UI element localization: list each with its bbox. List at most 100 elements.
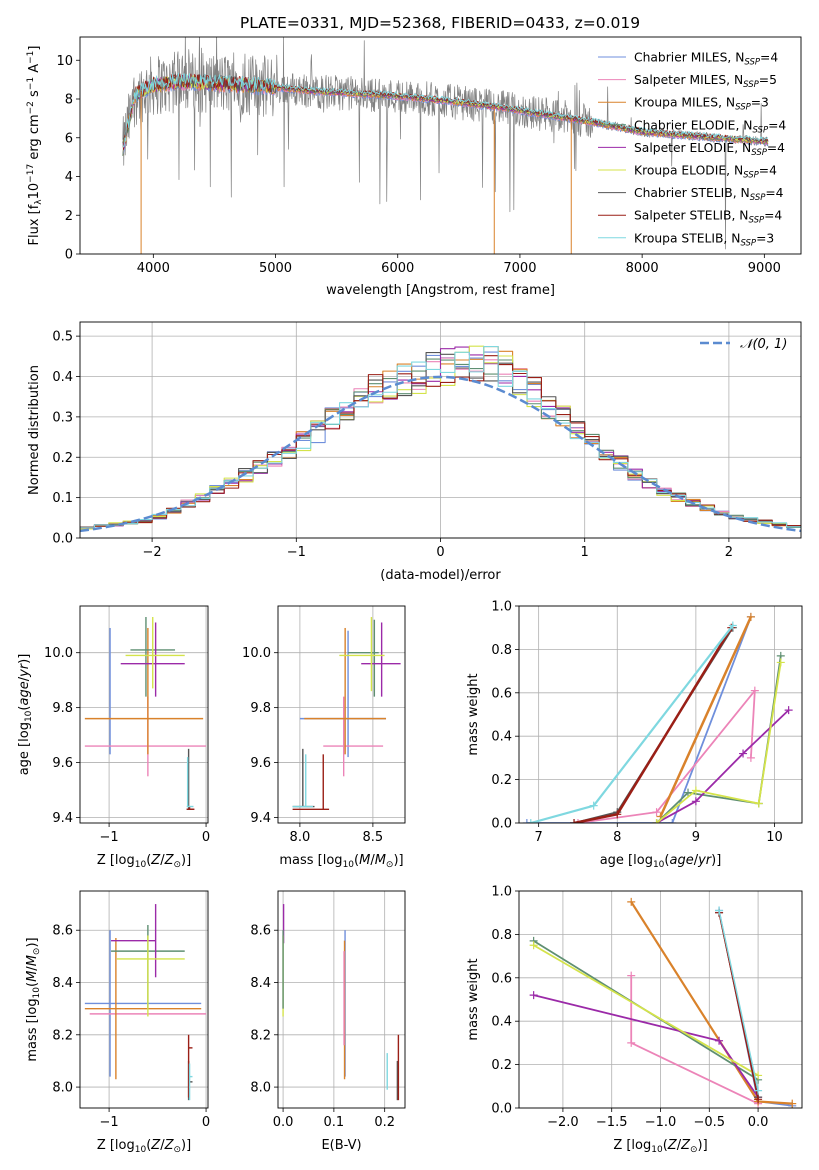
- residuals-panel: −2 −1 0 1 2 0.0 0.1 0.2 0.3 0.4 0.5 (data-model)/er…: [27, 321, 802, 583]
- x-tick-label: 6000: [381, 261, 414, 276]
- massweight-vs-Z-panel: −2.0 −1.5 −1.0 −0.5 0.0 0.0 0.2 0.4 0.6 0.8 1.0 Z […: [466, 885, 803, 1155]
- legend-entry: Chabrier MILES, NSSP=4: [634, 51, 778, 68]
- y-tick-label: 0.2: [491, 1058, 512, 1073]
- y-axis-label: age [log10(age/yr)]: [17, 654, 34, 776]
- x-tick-label: 0: [202, 830, 210, 845]
- series-kroupa-stelib: [715, 906, 763, 1095]
- y-tick-label: 9.8: [52, 701, 73, 716]
- x-tick-label: 2: [725, 545, 733, 560]
- mass-vs-EBV-panel: 0.0 0.1 0.2 8.0 8.2 8.4 8.6 E(B-V): [250, 890, 406, 1153]
- plot-area: [80, 345, 801, 533]
- data-spectrum-line: [122, 37, 769, 250]
- model-line-kroupa-stelib: [122, 72, 769, 148]
- axes-frame: [79, 890, 209, 1109]
- x-tick-label: 0: [436, 545, 444, 560]
- axes-frame: [277, 890, 406, 1109]
- data-point-marker: [776, 658, 785, 667]
- x-tick-label: 1: [581, 545, 589, 560]
- y-axis-label: Normed distribution: [27, 365, 42, 495]
- plot-area: [84, 616, 207, 810]
- x-tick-label: −2.0: [547, 1115, 579, 1130]
- y-tick-label: 0.8: [491, 643, 512, 658]
- series-kroupa-stelib: [526, 621, 737, 823]
- data-point-marker: [573, 819, 582, 823]
- x-tick-label: 7: [535, 830, 543, 845]
- y-tick-label: 10: [56, 54, 73, 69]
- data-point-marker: [691, 786, 700, 795]
- legend-entry: Chabrier ELODIE, NSSP=4: [634, 118, 786, 135]
- x-tick-label: 0.0: [273, 1115, 294, 1130]
- series-kroupa-miles: [656, 612, 755, 821]
- y-tick-label: 0.6: [491, 686, 512, 701]
- data-point-marker: [522, 819, 531, 823]
- spectrum-panel: 4000 5000 6000 7000 8000 9000 0 2 4 6 8 10 wavelengt…: [26, 36, 802, 298]
- x-tick-label: −1: [287, 545, 306, 560]
- series-kroupa-elodie: [529, 941, 763, 1080]
- x-tick-label: 4000: [137, 261, 170, 276]
- legend-entry: Kroupa ELODIE, NSSP=4: [634, 164, 777, 181]
- legend-entry: Kroupa STELIB, NSSP=3: [634, 231, 774, 248]
- y-tick-label: 0.8: [491, 928, 512, 943]
- series-kroupa-miles: [627, 897, 797, 1108]
- y-tick-label: 1.0: [491, 600, 512, 615]
- x-axis-label: mass [log10(M/M⊙)]: [279, 853, 403, 870]
- y-axis-label: mass weight: [466, 673, 481, 755]
- y-tick-label: 8.6: [52, 924, 73, 939]
- legend-entry: Salpeter ELODIE, NSSP=4: [634, 141, 785, 158]
- data-point-marker: [754, 1095, 763, 1104]
- axes: 4000 5000 6000 7000 8000 9000 0 2 4 6 8 10: [56, 36, 802, 276]
- errorbar-kroupa-elodie: [116, 935, 185, 1017]
- y-tick-label: 9.4: [52, 811, 73, 826]
- x-tick-label: 8.0: [290, 830, 311, 845]
- axes-frame: [518, 890, 803, 1109]
- y-tick-label: 9.8: [250, 701, 271, 716]
- axes-frame: [79, 605, 209, 824]
- x-tick-label: 7000: [503, 261, 536, 276]
- axes-frame: [79, 321, 802, 539]
- y-axis-label: mass weight: [466, 958, 481, 1040]
- errorbar-kroupa-elodie: [339, 616, 385, 692]
- errorbar-chabrier-miles: [84, 930, 202, 1077]
- errorbar-chabrier-stelib: [292, 748, 315, 808]
- y-tick-label: 0.6: [491, 971, 512, 986]
- series-line: [656, 709, 790, 823]
- legend-entry: Kroupa MILES, NSSP=3: [634, 96, 769, 113]
- x-tick-label: −1: [100, 1115, 119, 1130]
- data-point-marker: [788, 1099, 797, 1108]
- data-point-marker: [627, 897, 636, 906]
- data-point-marker: [750, 686, 759, 695]
- y-tick-label: 8.4: [250, 976, 271, 991]
- x-axis-label: E(B-V): [321, 1138, 361, 1153]
- series-line: [659, 616, 753, 818]
- errorbar-salpeter-stelib: [292, 754, 330, 810]
- series-chabrier-elodie: [652, 651, 785, 823]
- x-axis-label: Z [log10(Z/Z⊙)]: [97, 1138, 191, 1155]
- plot-area: [122, 37, 769, 254]
- y-tick-label: 8.0: [52, 1081, 73, 1096]
- data-point-marker: [570, 819, 579, 823]
- axes: −1 0 8.0 8.2 8.4 8.6: [52, 890, 210, 1130]
- data-point-marker: [684, 788, 693, 797]
- x-axis-label: (data-model)/error: [380, 568, 501, 583]
- errorbar-kroupa-elodie: [125, 616, 185, 689]
- axes: 8.0 8.5 9.4 9.6 9.8 10.0: [242, 605, 406, 845]
- y-axis-label: Flux [fλ10−17 erg cm−2 s−1 A−1]: [26, 46, 44, 246]
- series-kroupa-elodie: [652, 658, 785, 823]
- errorbar-kroupa-miles: [84, 627, 204, 755]
- data-point-marker: [529, 991, 538, 1000]
- data-point-marker: [652, 808, 661, 817]
- errorbar-kroupa-miles: [304, 627, 387, 755]
- y-axis-label: mass [log10(M/M⊙)]: [25, 937, 42, 1061]
- series-salpeter-elodie: [652, 706, 793, 823]
- series-line: [526, 616, 752, 823]
- y-tick-label: 8: [65, 93, 73, 108]
- errorbar-kroupa-stelib: [186, 757, 194, 808]
- massweight-vs-age-panel: 7 8 9 10 0.0 0.2 0.4 0.6 0.8 1.0 age [log10(age/yr…: [466, 600, 803, 870]
- histogram-salpeter-stelib: [80, 355, 801, 528]
- x-tick-label: 5000: [259, 261, 292, 276]
- age-vs-Z-panel: −1 0 9.4 9.6 9.8 10.0 Z [log10(Z/Z⊙)] age [log1…: [17, 605, 210, 870]
- x-tick-label: 8: [613, 830, 621, 845]
- data-point-marker: [715, 1036, 724, 1045]
- axes: 7 8 9 10 0.0 0.2 0.4 0.6 0.8 1.0: [491, 600, 803, 845]
